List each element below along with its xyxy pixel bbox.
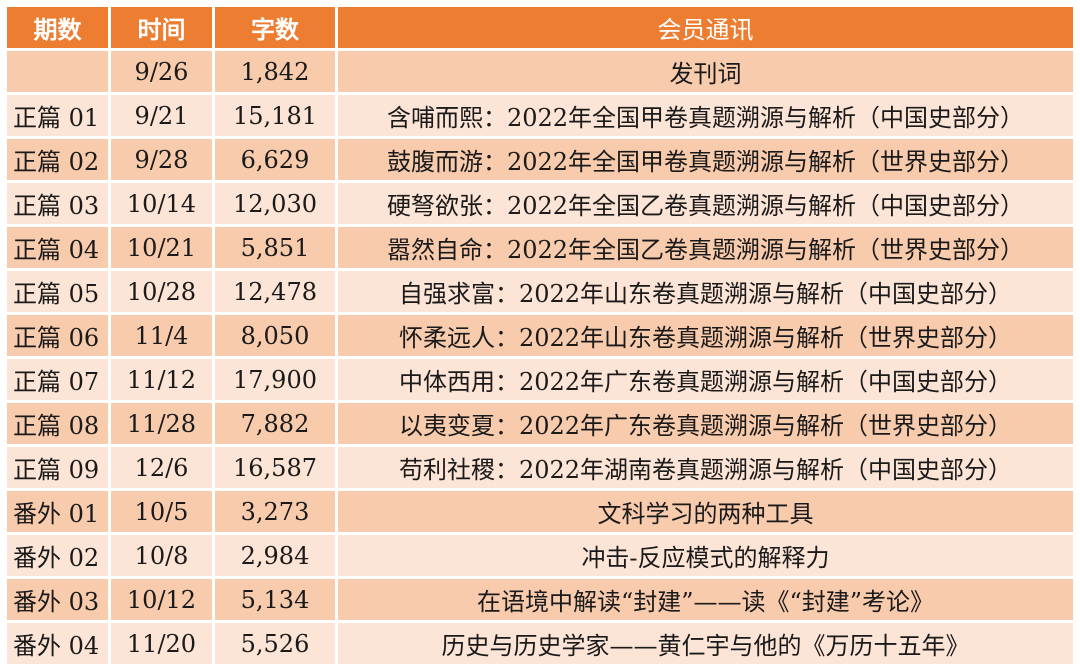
table-row: 番外 03 10/12 5,134 在语境中解读“封建”——读《“封建”考论》 bbox=[7, 579, 1073, 620]
cell-period: 正篇 01 bbox=[7, 95, 108, 136]
cell-period: 番外 04 bbox=[7, 623, 108, 664]
table-row: 番外 02 10/8 2,984 冲击-反应模式的解释力 bbox=[7, 535, 1073, 576]
cell-date: 9/28 bbox=[111, 139, 212, 180]
cell-period: 正篇 07 bbox=[7, 359, 108, 400]
cell-period: 正篇 08 bbox=[7, 403, 108, 444]
cell-title: 历史与历史学家——黄仁宇与他的《万历十五年》 bbox=[338, 623, 1073, 664]
cell-words: 6,629 bbox=[215, 139, 335, 180]
cell-words: 1,842 bbox=[215, 51, 335, 92]
cell-date: 9/26 bbox=[111, 51, 212, 92]
cell-period: 正篇 02 bbox=[7, 139, 108, 180]
cell-title: 怀柔远人：2022年山东卷真题溯源与解析（世界史部分） bbox=[338, 315, 1073, 356]
cell-words: 5,851 bbox=[215, 227, 335, 268]
table-row: 正篇 09 12/6 16,587 苟利社稷：2022年湖南卷真题溯源与解析（中… bbox=[7, 447, 1073, 488]
header-date: 时间 bbox=[111, 7, 212, 48]
cell-words: 12,478 bbox=[215, 271, 335, 312]
cell-words: 17,900 bbox=[215, 359, 335, 400]
table-row: 正篇 07 11/12 17,900 中体西用：2022年广东卷真题溯源与解析（… bbox=[7, 359, 1073, 400]
cell-date: 11/12 bbox=[111, 359, 212, 400]
cell-period: 正篇 03 bbox=[7, 183, 108, 224]
cell-date: 11/28 bbox=[111, 403, 212, 444]
table-row: 正篇 04 10/21 5,851 嚣然自命：2022年全国乙卷真题溯源与解析（… bbox=[7, 227, 1073, 268]
cell-period: 番外 03 bbox=[7, 579, 108, 620]
table-row: 番外 04 11/20 5,526 历史与历史学家——黄仁宇与他的《万历十五年》 bbox=[7, 623, 1073, 664]
cell-title: 冲击-反应模式的解释力 bbox=[338, 535, 1073, 576]
cell-period: 正篇 06 bbox=[7, 315, 108, 356]
cell-date: 10/21 bbox=[111, 227, 212, 268]
cell-title: 发刊词 bbox=[338, 51, 1073, 92]
cell-title: 文科学习的两种工具 bbox=[338, 491, 1073, 532]
header-period: 期数 bbox=[7, 7, 108, 48]
cell-period: 番外 01 bbox=[7, 491, 108, 532]
table-row: 正篇 06 11/4 8,050 怀柔远人：2022年山东卷真题溯源与解析（世界… bbox=[7, 315, 1073, 356]
cell-title: 含哺而熙：2022年全国甲卷真题溯源与解析（中国史部分） bbox=[338, 95, 1073, 136]
table-header: 期数 时间 字数 会员通讯 bbox=[7, 7, 1073, 48]
cell-words: 5,134 bbox=[215, 579, 335, 620]
cell-title: 自强求富：2022年山东卷真题溯源与解析（中国史部分） bbox=[338, 271, 1073, 312]
cell-period: 番外 02 bbox=[7, 535, 108, 576]
cell-words: 12,030 bbox=[215, 183, 335, 224]
cell-title: 苟利社稷：2022年湖南卷真题溯源与解析（中国史部分） bbox=[338, 447, 1073, 488]
cell-title: 中体西用：2022年广东卷真题溯源与解析（中国史部分） bbox=[338, 359, 1073, 400]
cell-period: 正篇 09 bbox=[7, 447, 108, 488]
cell-date: 10/12 bbox=[111, 579, 212, 620]
cell-date: 11/20 bbox=[111, 623, 212, 664]
table-row: 正篇 03 10/14 12,030 硬弩欲张：2022年全国乙卷真题溯源与解析… bbox=[7, 183, 1073, 224]
table-row: 正篇 01 9/21 15,181 含哺而熙：2022年全国甲卷真题溯源与解析（… bbox=[7, 95, 1073, 136]
cell-words: 3,273 bbox=[215, 491, 335, 532]
newsletter-table: 期数 时间 字数 会员通讯 9/26 1,842 发刊词 正篇 01 9/21 … bbox=[7, 7, 1073, 667]
cell-date: 9/21 bbox=[111, 95, 212, 136]
cell-period bbox=[7, 51, 108, 92]
cell-words: 7,882 bbox=[215, 403, 335, 444]
cell-date: 10/5 bbox=[111, 491, 212, 532]
cell-date: 12/6 bbox=[111, 447, 212, 488]
cell-period: 正篇 05 bbox=[7, 271, 108, 312]
cell-title: 以夷变夏：2022年广东卷真题溯源与解析（世界史部分） bbox=[338, 403, 1073, 444]
cell-date: 10/14 bbox=[111, 183, 212, 224]
cell-words: 15,181 bbox=[215, 95, 335, 136]
cell-words: 5,526 bbox=[215, 623, 335, 664]
cell-title: 嚣然自命：2022年全国乙卷真题溯源与解析（世界史部分） bbox=[338, 227, 1073, 268]
table-row: 番外 01 10/5 3,273 文科学习的两种工具 bbox=[7, 491, 1073, 532]
header-title: 会员通讯 bbox=[338, 7, 1073, 48]
cell-title: 在语境中解读“封建”——读《“封建”考论》 bbox=[338, 579, 1073, 620]
cell-words: 8,050 bbox=[215, 315, 335, 356]
cell-title: 硬弩欲张：2022年全国乙卷真题溯源与解析（中国史部分） bbox=[338, 183, 1073, 224]
table-row: 正篇 02 9/28 6,629 鼓腹而游：2022年全国甲卷真题溯源与解析（世… bbox=[7, 139, 1073, 180]
cell-period: 正篇 04 bbox=[7, 227, 108, 268]
table-row: 正篇 05 10/28 12,478 自强求富：2022年山东卷真题溯源与解析（… bbox=[7, 271, 1073, 312]
cell-date: 10/8 bbox=[111, 535, 212, 576]
header-words: 字数 bbox=[215, 7, 335, 48]
cell-words: 16,587 bbox=[215, 447, 335, 488]
cell-date: 11/4 bbox=[111, 315, 212, 356]
cell-date: 10/28 bbox=[111, 271, 212, 312]
cell-words: 2,984 bbox=[215, 535, 335, 576]
table-row: 9/26 1,842 发刊词 bbox=[7, 51, 1073, 92]
table-row: 正篇 08 11/28 7,882 以夷变夏：2022年广东卷真题溯源与解析（世… bbox=[7, 403, 1073, 444]
cell-title: 鼓腹而游：2022年全国甲卷真题溯源与解析（世界史部分） bbox=[338, 139, 1073, 180]
